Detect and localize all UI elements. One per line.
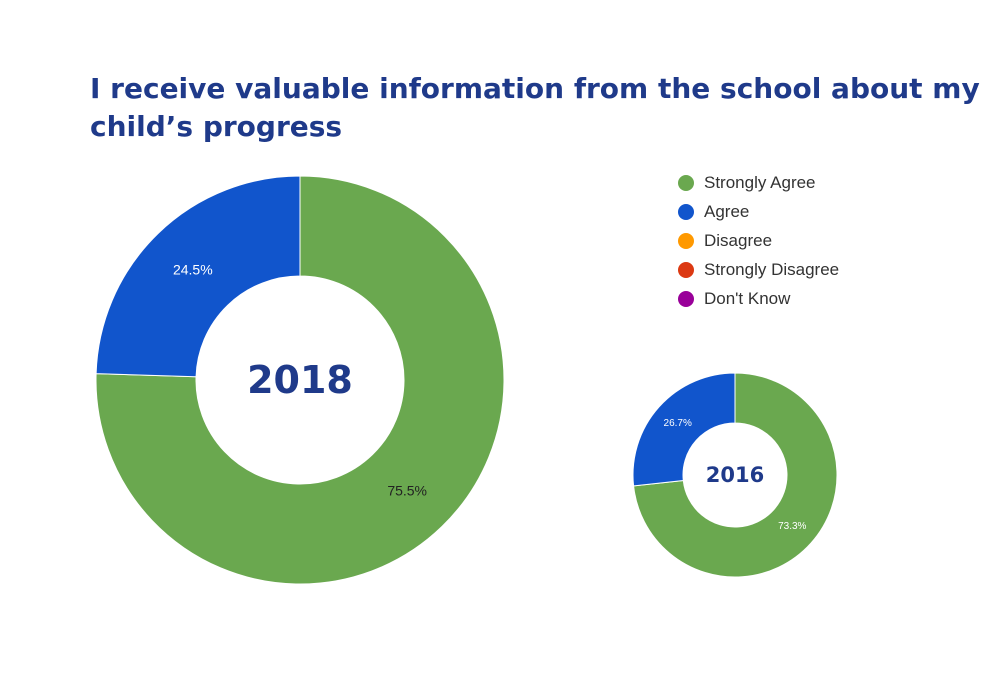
legend-item-strongly-agree[interactable]: Strongly Agree xyxy=(678,168,839,197)
slice-value-label: 24.5% xyxy=(173,261,213,277)
slice-value-label: 73.3% xyxy=(778,521,806,532)
slice-agree[interactable] xyxy=(632,372,736,487)
donut-center-year: 2016 xyxy=(706,463,764,487)
legend-label: Disagree xyxy=(704,230,773,250)
legend-swatch-icon xyxy=(678,203,694,220)
legend-label: Don't Know xyxy=(704,288,791,308)
donut-center-year: 2018 xyxy=(247,358,353,402)
slice-strongly-agree[interactable] xyxy=(633,372,838,578)
legend-item-disagree[interactable]: Disagree xyxy=(678,226,839,255)
legend-label: Agree xyxy=(704,201,750,221)
legend-swatch-icon xyxy=(678,261,694,278)
legend-label: Strongly Agree xyxy=(704,172,816,192)
slice-agree[interactable] xyxy=(95,175,301,378)
slice-strongly-agree[interactable] xyxy=(95,175,505,585)
legend: Strongly Agree Agree Disagree Strongly D… xyxy=(678,168,839,313)
legend-swatch-icon xyxy=(678,290,694,307)
legend-item-agree[interactable]: Agree xyxy=(678,197,839,226)
legend-swatch-icon xyxy=(678,232,694,249)
legend-swatch-icon xyxy=(678,174,694,191)
legend-item-dont-know[interactable]: Don't Know xyxy=(678,284,839,313)
chart-title: I receive valuable information from the … xyxy=(90,72,980,143)
legend-label: Strongly Disagree xyxy=(704,259,840,279)
slice-value-label: 75.5% xyxy=(387,483,427,499)
donut-chart-2018: 75.5% 24.5% 2018 xyxy=(95,175,505,585)
donut-chart-2016: 73.3% 26.7% 2016 xyxy=(632,372,838,578)
legend-item-strongly-disagree[interactable]: Strongly Disagree xyxy=(678,255,839,284)
slice-value-label: 26.7% xyxy=(664,418,692,429)
